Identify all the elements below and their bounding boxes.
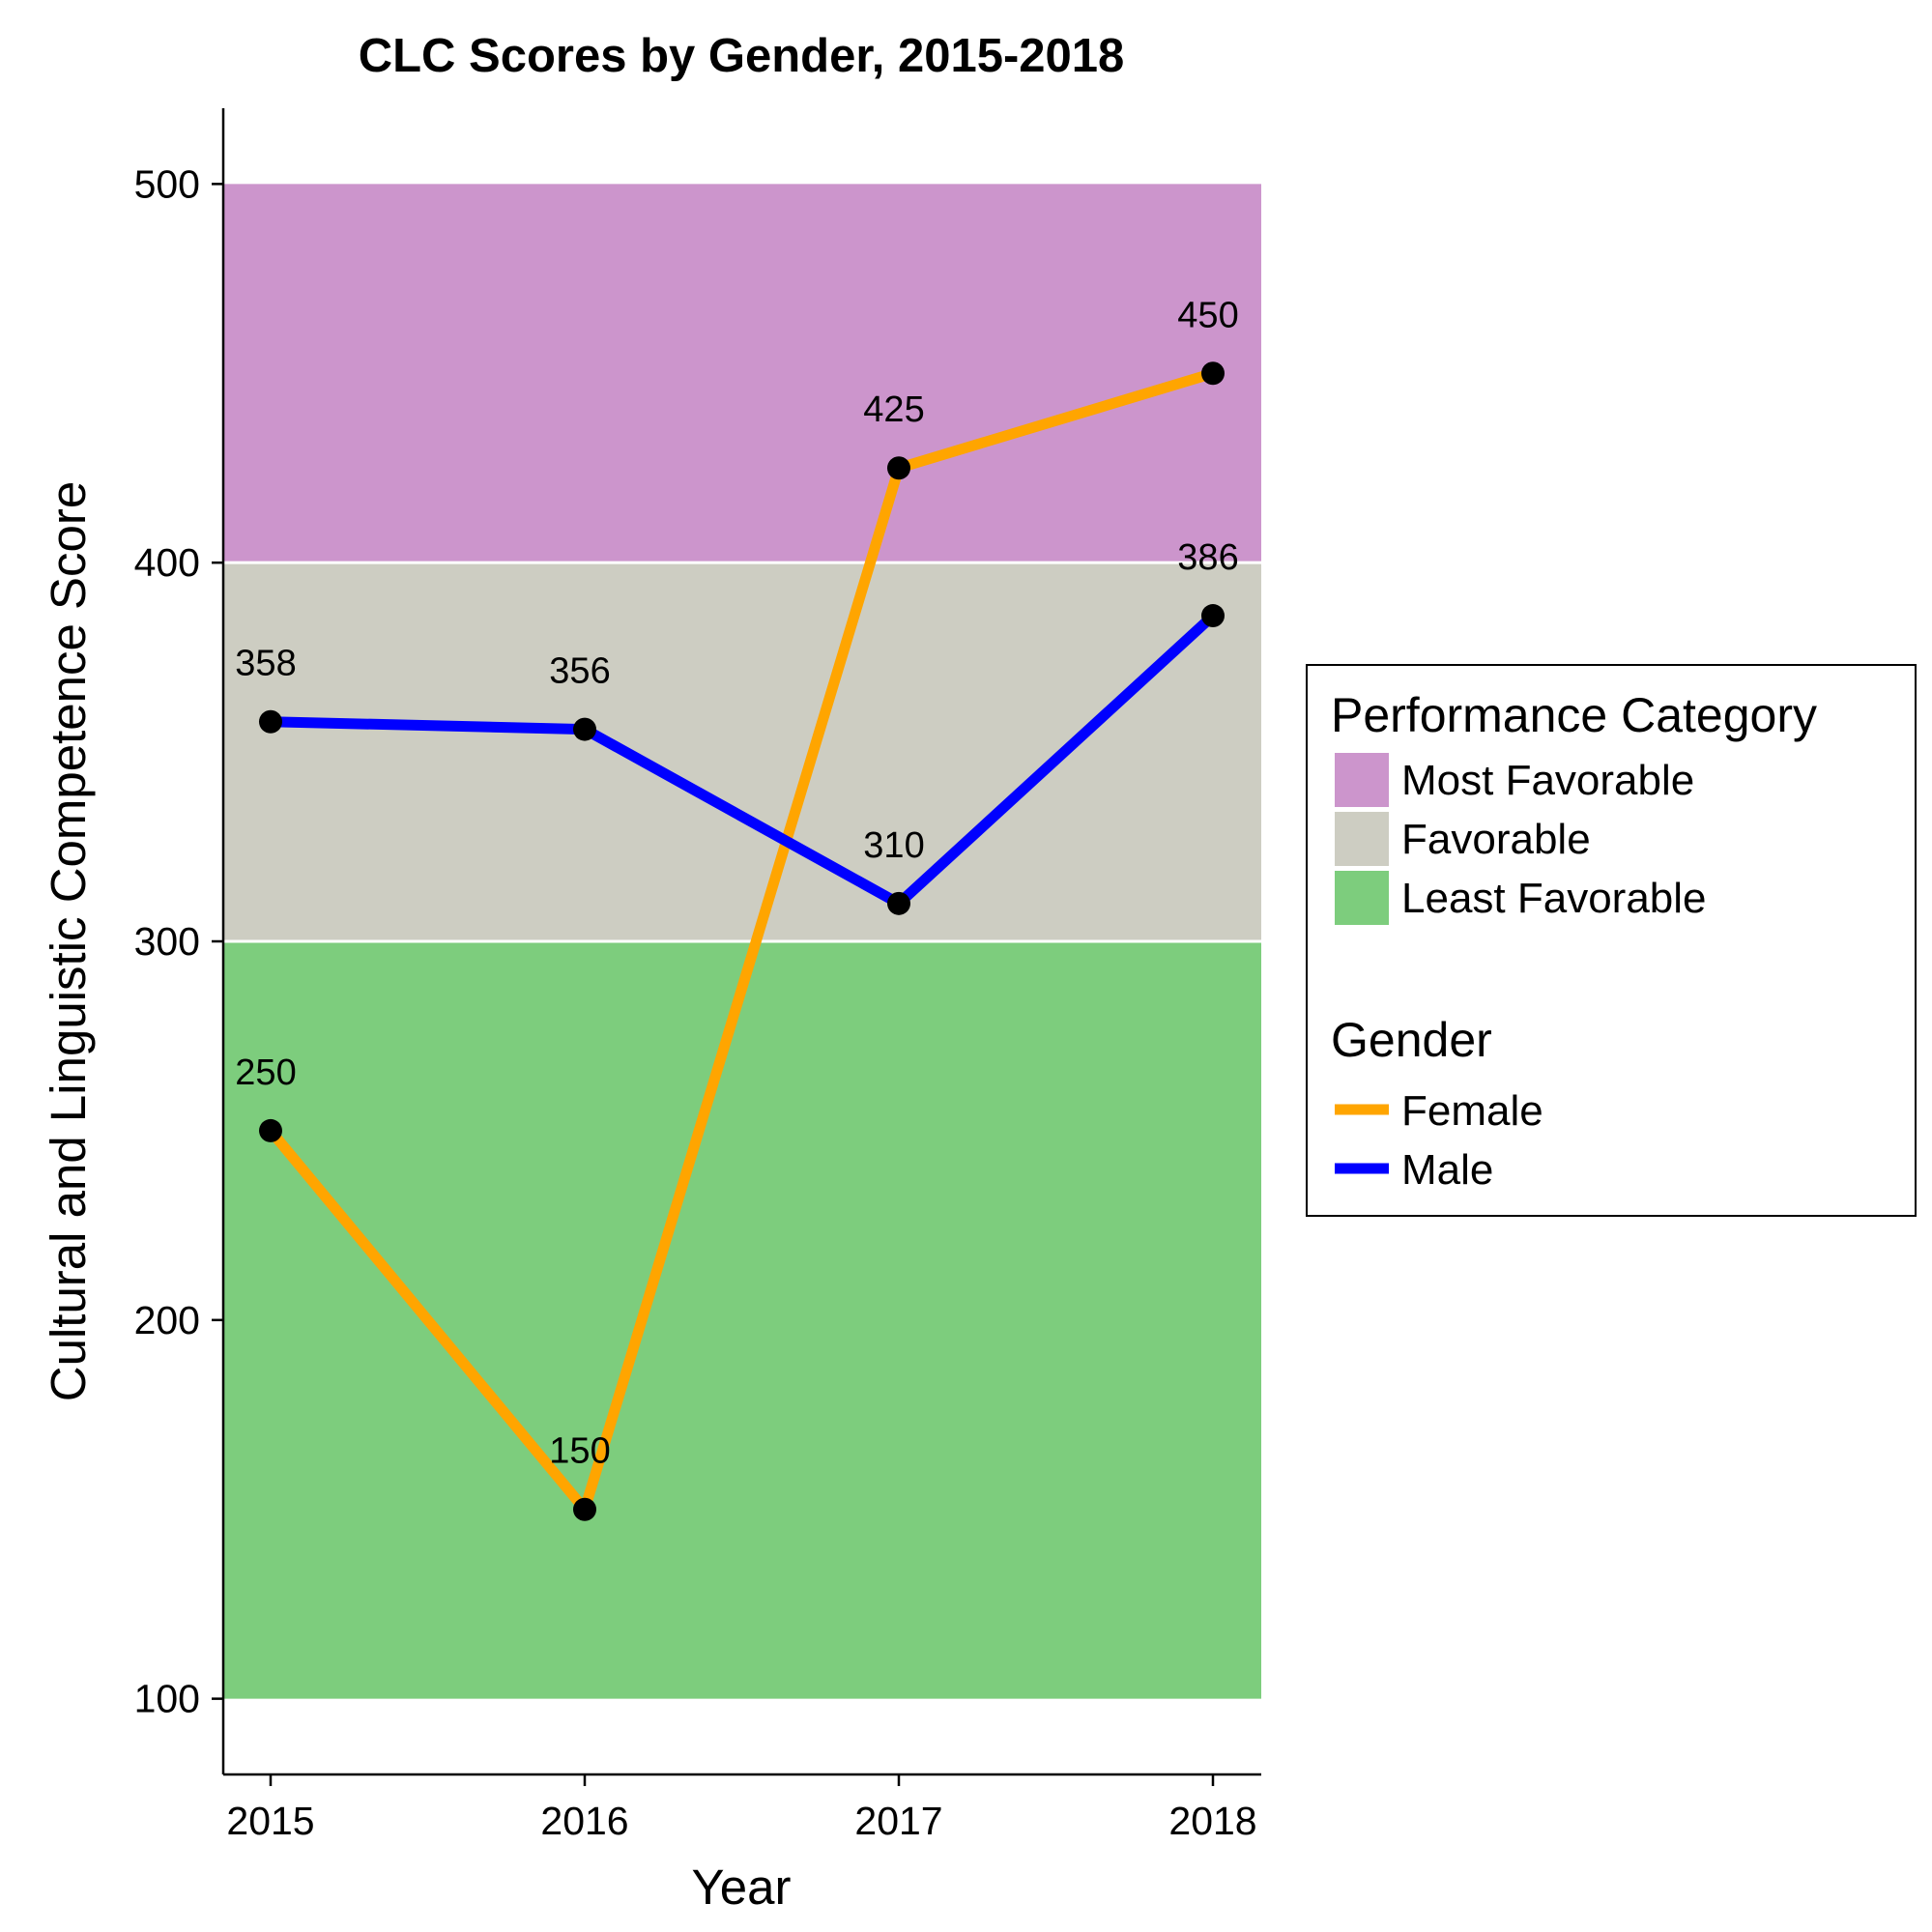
- data-label-male: 356: [549, 651, 610, 692]
- data-labels: 250 150 425 450 358 356 310 386: [235, 295, 1238, 1471]
- data-label-female: 425: [863, 389, 924, 430]
- legend-label-most-favorable: Most Favorable: [1401, 757, 1694, 804]
- legend-swatch-favorable: [1335, 812, 1389, 866]
- legend-series-title: Gender: [1331, 1013, 1492, 1067]
- legend-swatch-least-favorable: [1335, 871, 1389, 925]
- legend-label-favorable: Favorable: [1401, 816, 1591, 863]
- band-favorable: [223, 562, 1261, 941]
- data-point-female: [1201, 361, 1225, 386]
- y-tick-label: 200: [134, 1298, 200, 1342]
- legend-band-items: Most Favorable Favorable Least Favorable: [1335, 753, 1707, 925]
- band-least-favorable: [223, 941, 1261, 1699]
- data-point-female: [259, 1118, 282, 1142]
- legend-band-title: Performance Category: [1331, 688, 1817, 742]
- data-point-male: [573, 717, 596, 741]
- series-lines: [266, 368, 1217, 1515]
- data-point-female: [887, 456, 910, 480]
- data-point-male: [1201, 604, 1225, 628]
- band-separators: [223, 561, 1261, 943]
- x-tick-label: 2015: [226, 1799, 314, 1843]
- y-axis-title: Cultural and Linguistic Competence Score: [41, 481, 96, 1402]
- performance-bands: [223, 184, 1261, 1699]
- data-label-female: 250: [235, 1053, 296, 1093]
- y-tick-label: 100: [134, 1677, 200, 1721]
- x-axis-ticks: 2015 2016 2017 2018: [226, 1774, 1257, 1843]
- data-point-male: [259, 709, 282, 734]
- x-tick-label: 2018: [1168, 1799, 1256, 1843]
- data-label-male: 358: [235, 644, 296, 684]
- data-label-male: 386: [1177, 537, 1238, 578]
- data-label-male: 310: [863, 825, 924, 866]
- legend-box: [1306, 664, 1917, 1217]
- band-most-favorable: [223, 184, 1261, 563]
- x-tick-label: 2016: [540, 1799, 628, 1843]
- y-tick-label: 500: [134, 161, 200, 206]
- legend-label-female: Female: [1401, 1087, 1543, 1135]
- data-point-male: [887, 891, 910, 915]
- legend-label-least-favorable: Least Favorable: [1401, 875, 1707, 922]
- y-axis-ticks: 100 200 300 400 500: [134, 161, 223, 1721]
- series-line-male: [270, 611, 1217, 909]
- data-label-female: 450: [1177, 295, 1238, 335]
- y-tick-label: 400: [134, 540, 200, 585]
- x-tick-label: 2017: [854, 1799, 942, 1843]
- legend-series-items: Female Male: [1335, 1087, 1543, 1194]
- legend-swatch-most-favorable: [1335, 753, 1389, 807]
- x-axis-title: Year: [691, 1860, 791, 1915]
- legend: Performance Category Most Favorable Favor…: [1306, 664, 1917, 1217]
- y-tick-label: 300: [134, 919, 200, 964]
- chart-title: CLC Scores by Gender, 2015-2018: [359, 30, 1125, 82]
- data-point-female: [573, 1497, 596, 1521]
- data-points: [259, 361, 1225, 1521]
- legend-label-male: Male: [1401, 1146, 1493, 1194]
- data-label-female: 150: [549, 1431, 610, 1472]
- series-line-female: [266, 368, 1215, 1515]
